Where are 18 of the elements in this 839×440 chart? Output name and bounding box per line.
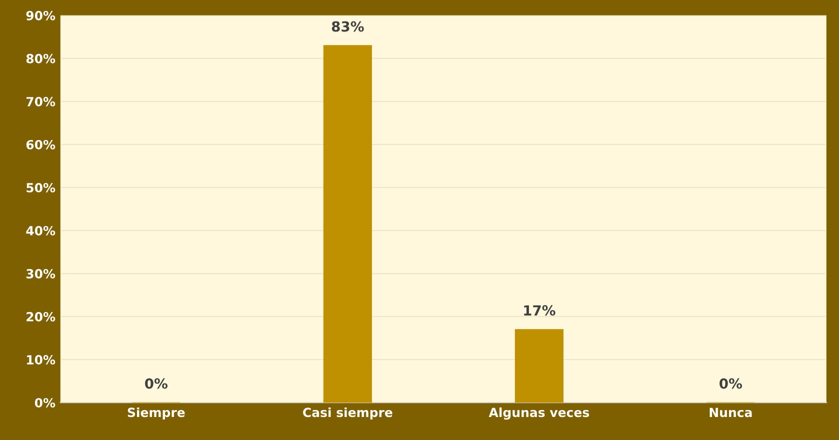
data-label: 83% <box>332 21 364 32</box>
y-tick-label: 20% <box>26 312 56 322</box>
x-tick-label: Siempre <box>128 407 185 420</box>
y-tick-label: 50% <box>26 182 56 192</box>
data-label: 17% <box>524 305 556 316</box>
y-tick-label: 0% <box>34 398 56 408</box>
y-tick-label: 90% <box>26 10 56 20</box>
y-tick-label: 40% <box>26 226 56 236</box>
y-tick-label: 60% <box>26 140 56 150</box>
y-tick-label: 70% <box>26 96 56 106</box>
y-tick-label: 80% <box>26 54 56 64</box>
y-tick-label: 10% <box>27 355 56 365</box>
x-tick-label: Algunas veces <box>488 407 590 420</box>
data-label: 0% <box>720 378 742 389</box>
data-label: 0% <box>145 378 168 389</box>
x-tick-label: Nunca <box>710 408 752 418</box>
x-tick-label: Casi siempre <box>303 407 392 420</box>
y-tick-label: 30% <box>26 269 56 278</box>
